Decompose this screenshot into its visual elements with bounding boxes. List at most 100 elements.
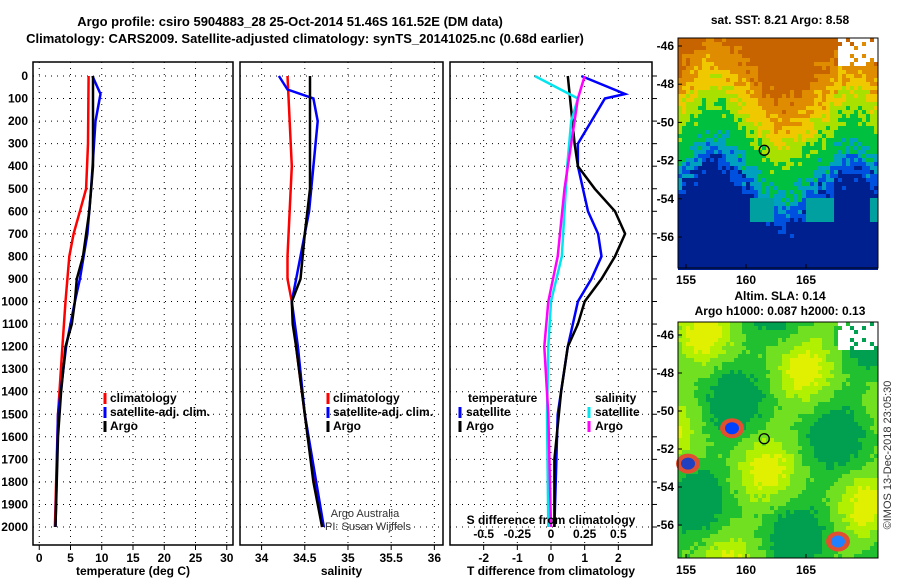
map-cell [814,250,818,254]
map-cell [826,102,830,106]
map-cell [690,374,694,378]
map-cell [710,58,714,62]
map-cell [794,262,798,266]
map-cell [746,362,750,366]
map-cell [770,410,774,414]
map-cell [826,250,830,254]
map-cell [766,118,770,122]
map-cell [858,406,862,410]
map-cell [794,154,798,158]
map-cell [686,354,690,358]
map-cell [698,154,702,158]
map-cell [834,130,838,134]
map-cell [778,438,782,442]
map-cell [794,46,798,50]
map-cell [766,466,770,470]
map-cell [774,174,778,178]
map-cell [726,122,730,126]
map-cell [762,234,766,238]
map-cell [754,330,758,334]
map-cell [742,42,746,46]
map-cell [802,122,806,126]
map-cell [738,218,742,222]
map-cell [702,138,706,142]
map-cell [766,358,770,362]
map-cell [762,42,766,46]
map-cell [778,394,782,398]
map-cell [826,134,830,138]
map-cell [714,478,718,482]
map-cell [754,398,758,402]
map-cell [778,434,782,438]
map-cell [706,418,710,422]
map-cell [678,250,682,254]
map-cell [838,166,842,170]
map-cell [854,174,858,178]
map-cell [690,242,694,246]
map-cell [746,342,750,346]
map-cell [866,382,870,386]
map-cell [770,430,774,434]
map-cell [854,66,858,70]
map-cell [714,194,718,198]
map-cell [770,366,774,370]
map-cell [798,378,802,382]
map-cell [718,122,722,126]
map-cell [862,122,866,126]
map-cell [834,238,838,242]
map-cell [798,446,802,450]
map-cell [830,186,834,190]
map-cell [694,398,698,402]
map-cell [810,66,814,70]
map-cell [826,82,830,86]
map-cell [750,246,754,250]
map-cell [846,338,850,342]
map-cell [846,242,850,246]
map-cell [686,62,690,66]
map-cell [850,106,854,110]
map-cell [738,70,742,74]
map-cell [738,382,742,386]
map-cell [766,482,770,486]
map-cell [746,414,750,418]
map-cell [758,190,762,194]
map-cell [806,346,810,350]
map-cell [754,210,758,214]
map-cell [782,86,786,90]
map-cell [710,150,714,154]
map-cell [854,330,858,334]
map-cell [806,94,810,98]
map-cell [706,458,710,462]
map-cell [806,334,810,338]
map-cell [802,250,806,254]
map-cell [710,70,714,74]
map-cell [854,438,858,442]
map-cell [838,150,842,154]
map-cell [838,326,842,330]
map-cell [786,426,790,430]
map-cell [854,262,858,266]
map-cell [842,182,846,186]
map-cell [694,354,698,358]
map-cell [682,130,686,134]
map-cell [814,410,818,414]
map-cell [870,158,874,162]
map-cell [726,178,730,182]
map-cell [722,150,726,154]
map-cell [818,394,822,398]
map-cell [798,198,802,202]
map-cell [690,62,694,66]
map-cell [686,142,690,146]
map-cell [734,246,738,250]
map-cell [802,90,806,94]
map-cell [738,254,742,258]
map-cell [862,362,866,366]
map-cell [850,262,854,266]
map-cell [846,122,850,126]
map-cell [770,110,774,114]
map-cell [682,474,686,478]
map-cell [726,134,730,138]
map-cell [850,58,854,62]
map-cell [842,462,846,466]
map-cell [866,58,870,62]
